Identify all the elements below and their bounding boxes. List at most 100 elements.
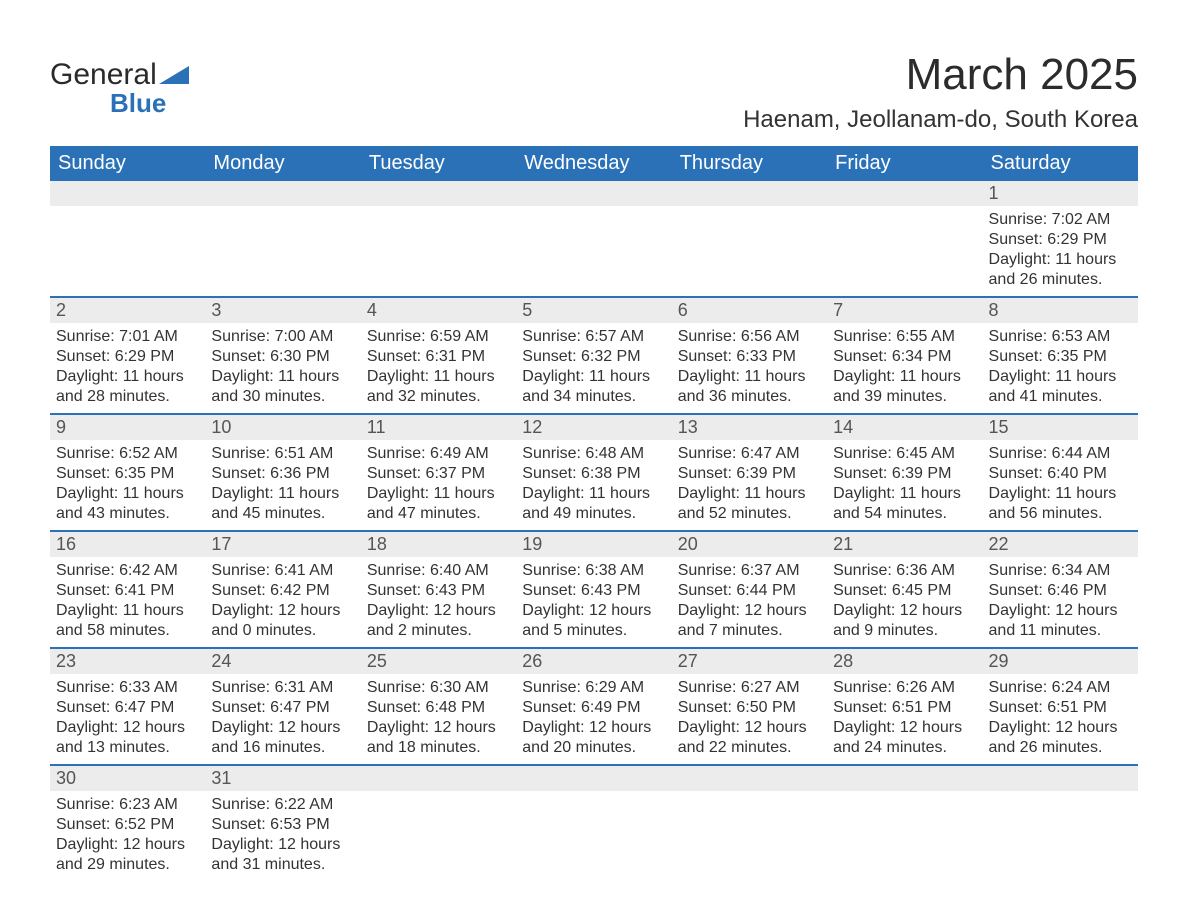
sunset-text: Sunset: 6:46 PM <box>989 581 1132 601</box>
sunrise-text: Sunrise: 6:47 AM <box>678 444 821 464</box>
day-detail-cell: Sunrise: 6:36 AMSunset: 6:45 PMDaylight:… <box>827 557 982 648</box>
day-number-cell: 16 <box>50 531 205 557</box>
day-detail-cell: Sunrise: 6:51 AMSunset: 6:36 PMDaylight:… <box>205 440 360 531</box>
day-details-row: Sunrise: 6:52 AMSunset: 6:35 PMDaylight:… <box>50 440 1138 531</box>
day-number-cell: 3 <box>205 297 360 323</box>
day-number-cell: 30 <box>50 765 205 791</box>
weekday-header: Saturday <box>983 146 1138 181</box>
day-number-cell: 15 <box>983 414 1138 440</box>
day-number-cell: 29 <box>983 648 1138 674</box>
sunset-text: Sunset: 6:44 PM <box>678 581 821 601</box>
day-number-cell <box>983 765 1138 791</box>
day-number-cell <box>672 181 827 206</box>
day-detail-cell: Sunrise: 7:02 AMSunset: 6:29 PMDaylight:… <box>983 206 1138 297</box>
day-detail-cell: Sunrise: 6:23 AMSunset: 6:52 PMDaylight:… <box>50 791 205 881</box>
daylight-text: Daylight: 12 hours and 0 minutes. <box>211 601 354 641</box>
sunset-text: Sunset: 6:51 PM <box>989 698 1132 718</box>
day-number-cell: 2 <box>50 297 205 323</box>
day-detail-cell: Sunrise: 6:34 AMSunset: 6:46 PMDaylight:… <box>983 557 1138 648</box>
day-detail-cell: Sunrise: 6:24 AMSunset: 6:51 PMDaylight:… <box>983 674 1138 765</box>
sunrise-text: Sunrise: 7:01 AM <box>56 327 199 347</box>
day-number-cell: 4 <box>361 297 516 323</box>
sunrise-text: Sunrise: 6:59 AM <box>367 327 510 347</box>
sunset-text: Sunset: 6:53 PM <box>211 815 354 835</box>
sunset-text: Sunset: 6:47 PM <box>56 698 199 718</box>
weekday-header: Tuesday <box>361 146 516 181</box>
daylight-text: Daylight: 11 hours and 47 minutes. <box>367 484 510 524</box>
daylight-text: Daylight: 11 hours and 49 minutes. <box>522 484 665 524</box>
daylight-text: Daylight: 11 hours and 52 minutes. <box>678 484 821 524</box>
day-detail-cell: Sunrise: 6:41 AMSunset: 6:42 PMDaylight:… <box>205 557 360 648</box>
daylight-text: Daylight: 12 hours and 18 minutes. <box>367 718 510 758</box>
brand-logo: General Blue <box>50 50 189 119</box>
sunset-text: Sunset: 6:50 PM <box>678 698 821 718</box>
day-number-cell: 22 <box>983 531 1138 557</box>
day-number-cell <box>361 765 516 791</box>
sunset-text: Sunset: 6:42 PM <box>211 581 354 601</box>
sunset-text: Sunset: 6:47 PM <box>211 698 354 718</box>
daylight-text: Daylight: 11 hours and 30 minutes. <box>211 367 354 407</box>
sunrise-text: Sunrise: 6:53 AM <box>989 327 1132 347</box>
sunrise-text: Sunrise: 6:51 AM <box>211 444 354 464</box>
weekday-header-row: SundayMondayTuesdayWednesdayThursdayFrid… <box>50 146 1138 181</box>
sunrise-text: Sunrise: 6:34 AM <box>989 561 1132 581</box>
day-detail-cell: Sunrise: 6:42 AMSunset: 6:41 PMDaylight:… <box>50 557 205 648</box>
day-detail-cell <box>827 206 982 297</box>
day-detail-cell: Sunrise: 6:47 AMSunset: 6:39 PMDaylight:… <box>672 440 827 531</box>
sunrise-text: Sunrise: 7:00 AM <box>211 327 354 347</box>
calendar-table: SundayMondayTuesdayWednesdayThursdayFrid… <box>50 146 1138 881</box>
day-detail-cell <box>361 206 516 297</box>
day-number-cell: 31 <box>205 765 360 791</box>
sunrise-text: Sunrise: 6:27 AM <box>678 678 821 698</box>
sunrise-text: Sunrise: 6:36 AM <box>833 561 976 581</box>
sunset-text: Sunset: 6:38 PM <box>522 464 665 484</box>
title-block: March 2025 Haenam, Jeollanam-do, South K… <box>743 50 1138 134</box>
day-number-cell <box>516 181 671 206</box>
day-detail-cell: Sunrise: 6:27 AMSunset: 6:50 PMDaylight:… <box>672 674 827 765</box>
sunset-text: Sunset: 6:39 PM <box>833 464 976 484</box>
day-details-row: Sunrise: 6:42 AMSunset: 6:41 PMDaylight:… <box>50 557 1138 648</box>
sunset-text: Sunset: 6:29 PM <box>989 230 1132 250</box>
sunrise-text: Sunrise: 6:24 AM <box>989 678 1132 698</box>
day-detail-cell: Sunrise: 6:49 AMSunset: 6:37 PMDaylight:… <box>361 440 516 531</box>
day-details-row: Sunrise: 7:01 AMSunset: 6:29 PMDaylight:… <box>50 323 1138 414</box>
daylight-text: Daylight: 12 hours and 2 minutes. <box>367 601 510 641</box>
sunrise-text: Sunrise: 6:45 AM <box>833 444 976 464</box>
sunset-text: Sunset: 6:39 PM <box>678 464 821 484</box>
day-detail-cell: Sunrise: 6:45 AMSunset: 6:39 PMDaylight:… <box>827 440 982 531</box>
sunrise-text: Sunrise: 6:48 AM <box>522 444 665 464</box>
sunset-text: Sunset: 6:36 PM <box>211 464 354 484</box>
day-number-cell: 5 <box>516 297 671 323</box>
weekday-header: Thursday <box>672 146 827 181</box>
day-detail-cell <box>983 791 1138 881</box>
day-number-row: 23242526272829 <box>50 648 1138 674</box>
weekday-header: Wednesday <box>516 146 671 181</box>
day-number-cell <box>827 181 982 206</box>
sunrise-text: Sunrise: 6:23 AM <box>56 795 199 815</box>
sunrise-text: Sunrise: 6:33 AM <box>56 678 199 698</box>
sunset-text: Sunset: 6:48 PM <box>367 698 510 718</box>
sunrise-text: Sunrise: 6:44 AM <box>989 444 1132 464</box>
day-detail-cell: Sunrise: 6:57 AMSunset: 6:32 PMDaylight:… <box>516 323 671 414</box>
brand-word2: Blue <box>110 88 166 119</box>
day-detail-cell <box>672 206 827 297</box>
sunset-text: Sunset: 6:40 PM <box>989 464 1132 484</box>
sunrise-text: Sunrise: 6:29 AM <box>522 678 665 698</box>
sunset-text: Sunset: 6:35 PM <box>989 347 1132 367</box>
day-number-cell: 13 <box>672 414 827 440</box>
day-detail-cell: Sunrise: 6:29 AMSunset: 6:49 PMDaylight:… <box>516 674 671 765</box>
sunset-text: Sunset: 6:41 PM <box>56 581 199 601</box>
sunset-text: Sunset: 6:43 PM <box>367 581 510 601</box>
day-detail-cell: Sunrise: 6:30 AMSunset: 6:48 PMDaylight:… <box>361 674 516 765</box>
sunset-text: Sunset: 6:31 PM <box>367 347 510 367</box>
day-number-row: 1 <box>50 181 1138 206</box>
day-detail-cell <box>827 791 982 881</box>
daylight-text: Daylight: 11 hours and 34 minutes. <box>522 367 665 407</box>
day-number-cell: 12 <box>516 414 671 440</box>
day-detail-cell: Sunrise: 6:22 AMSunset: 6:53 PMDaylight:… <box>205 791 360 881</box>
daylight-text: Daylight: 12 hours and 22 minutes. <box>678 718 821 758</box>
daylight-text: Daylight: 11 hours and 26 minutes. <box>989 250 1132 290</box>
sunset-text: Sunset: 6:45 PM <box>833 581 976 601</box>
daylight-text: Daylight: 11 hours and 36 minutes. <box>678 367 821 407</box>
sunrise-text: Sunrise: 6:30 AM <box>367 678 510 698</box>
